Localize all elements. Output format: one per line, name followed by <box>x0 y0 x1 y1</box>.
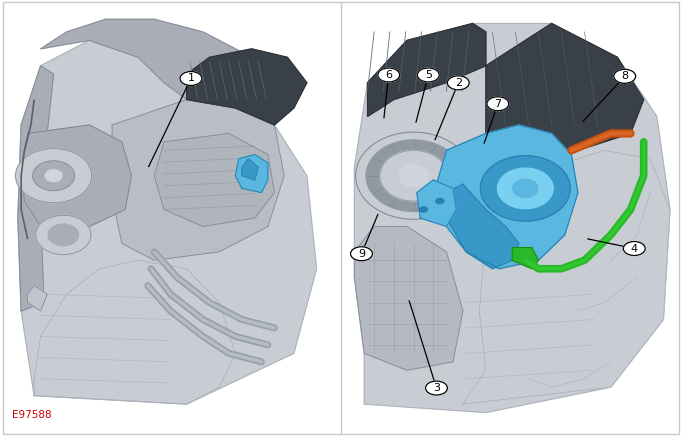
Text: 3: 3 <box>433 383 440 393</box>
Polygon shape <box>154 133 274 226</box>
Circle shape <box>417 68 439 82</box>
Circle shape <box>487 97 509 111</box>
Polygon shape <box>399 165 428 187</box>
Polygon shape <box>242 159 258 180</box>
Circle shape <box>419 207 428 212</box>
Polygon shape <box>380 150 447 201</box>
Polygon shape <box>33 161 74 191</box>
Polygon shape <box>35 215 91 255</box>
Polygon shape <box>480 156 570 221</box>
Polygon shape <box>18 41 316 404</box>
Polygon shape <box>513 179 538 198</box>
Polygon shape <box>368 24 486 116</box>
Text: 6: 6 <box>385 70 392 80</box>
Polygon shape <box>486 24 644 150</box>
Polygon shape <box>355 226 463 370</box>
Polygon shape <box>34 260 235 404</box>
Circle shape <box>614 69 636 83</box>
Polygon shape <box>187 49 307 125</box>
Text: 5: 5 <box>425 70 432 80</box>
Polygon shape <box>417 180 456 226</box>
Polygon shape <box>366 140 461 211</box>
Text: 4: 4 <box>631 244 638 253</box>
Polygon shape <box>356 132 471 219</box>
Circle shape <box>623 242 645 255</box>
Circle shape <box>378 68 400 82</box>
Polygon shape <box>21 125 132 226</box>
Polygon shape <box>112 99 284 260</box>
Polygon shape <box>45 170 62 182</box>
Polygon shape <box>512 248 539 269</box>
Text: 7: 7 <box>494 99 501 109</box>
Circle shape <box>351 247 372 261</box>
Text: 8: 8 <box>621 72 628 81</box>
Polygon shape <box>436 125 578 269</box>
Polygon shape <box>41 19 284 125</box>
Circle shape <box>180 72 202 85</box>
Circle shape <box>436 198 444 204</box>
Polygon shape <box>16 149 91 203</box>
Polygon shape <box>497 168 553 209</box>
Text: 1: 1 <box>188 74 194 83</box>
Polygon shape <box>28 286 47 311</box>
Polygon shape <box>235 155 268 193</box>
Polygon shape <box>463 150 670 404</box>
Text: 2: 2 <box>455 78 462 88</box>
Polygon shape <box>355 24 670 412</box>
FancyBboxPatch shape <box>3 2 679 434</box>
Text: E97588: E97588 <box>12 410 52 420</box>
Circle shape <box>447 76 469 90</box>
Polygon shape <box>18 66 54 311</box>
Circle shape <box>426 381 447 395</box>
Text: 9: 9 <box>358 249 365 259</box>
Polygon shape <box>48 224 78 246</box>
Polygon shape <box>447 184 519 269</box>
